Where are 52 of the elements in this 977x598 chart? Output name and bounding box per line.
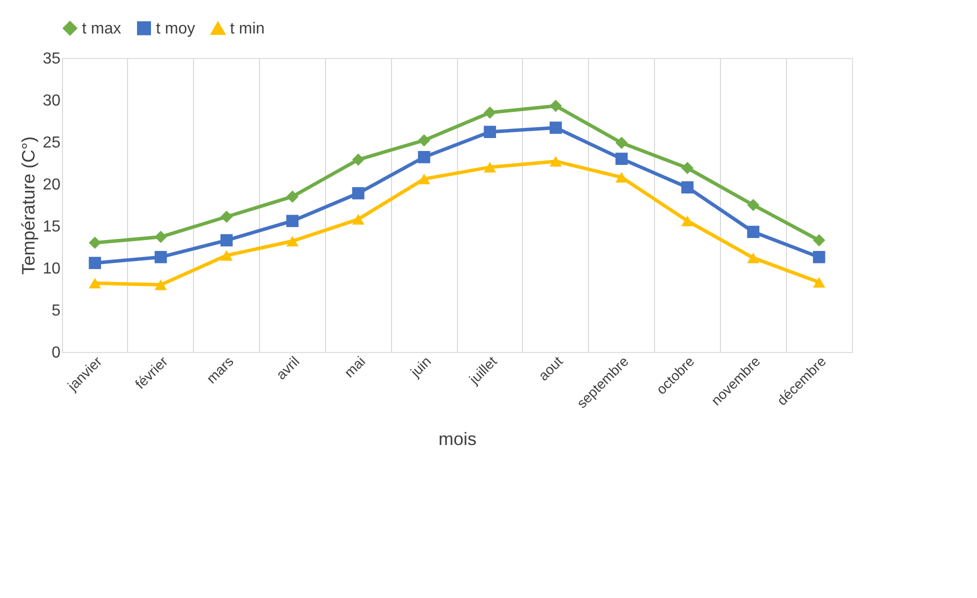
point [220,210,233,223]
x-tick-label: mai [340,353,368,380]
point [747,252,760,264]
x-tick-label: juin [406,353,434,381]
point [812,250,826,264]
y-tick-label: 30 [42,92,61,110]
y-tick-label: 15 [42,218,61,236]
point [484,162,496,173]
point [681,162,694,174]
y-axis-title: Température (C°) [18,136,39,275]
point [812,276,826,288]
legend-label: t max [82,20,122,38]
point [286,190,299,203]
point [154,250,167,264]
point [352,154,364,166]
point [154,279,167,290]
y-tick-label: 0 [52,344,61,362]
point [352,187,364,200]
point [484,126,496,138]
point [352,214,364,225]
point [550,100,562,112]
y-tick-label: 10 [42,260,61,278]
point [418,150,430,164]
point [812,234,826,246]
point [747,198,760,212]
y-tick-label: 25 [42,134,61,152]
point [286,214,299,228]
point [681,181,694,194]
point [615,172,628,183]
x-axis-title: mois [438,429,477,450]
point [681,216,694,226]
y-tick-label: 35 [42,50,61,68]
point [88,256,102,270]
point [154,230,167,244]
point [286,236,299,246]
point [220,250,233,261]
legend-label: t min [230,20,265,38]
point [550,156,562,167]
point [88,236,102,249]
point [418,174,430,184]
x-tick-label: aout [535,353,566,384]
y-tick-label: 5 [52,302,61,320]
point [615,136,628,149]
point [418,134,430,146]
point [484,106,496,119]
point [615,152,628,165]
point [220,234,233,246]
point [747,226,760,238]
point [88,278,102,288]
point [550,122,562,134]
y-tick-label: 20 [42,176,61,194]
legend-label: t moy [156,20,196,38]
